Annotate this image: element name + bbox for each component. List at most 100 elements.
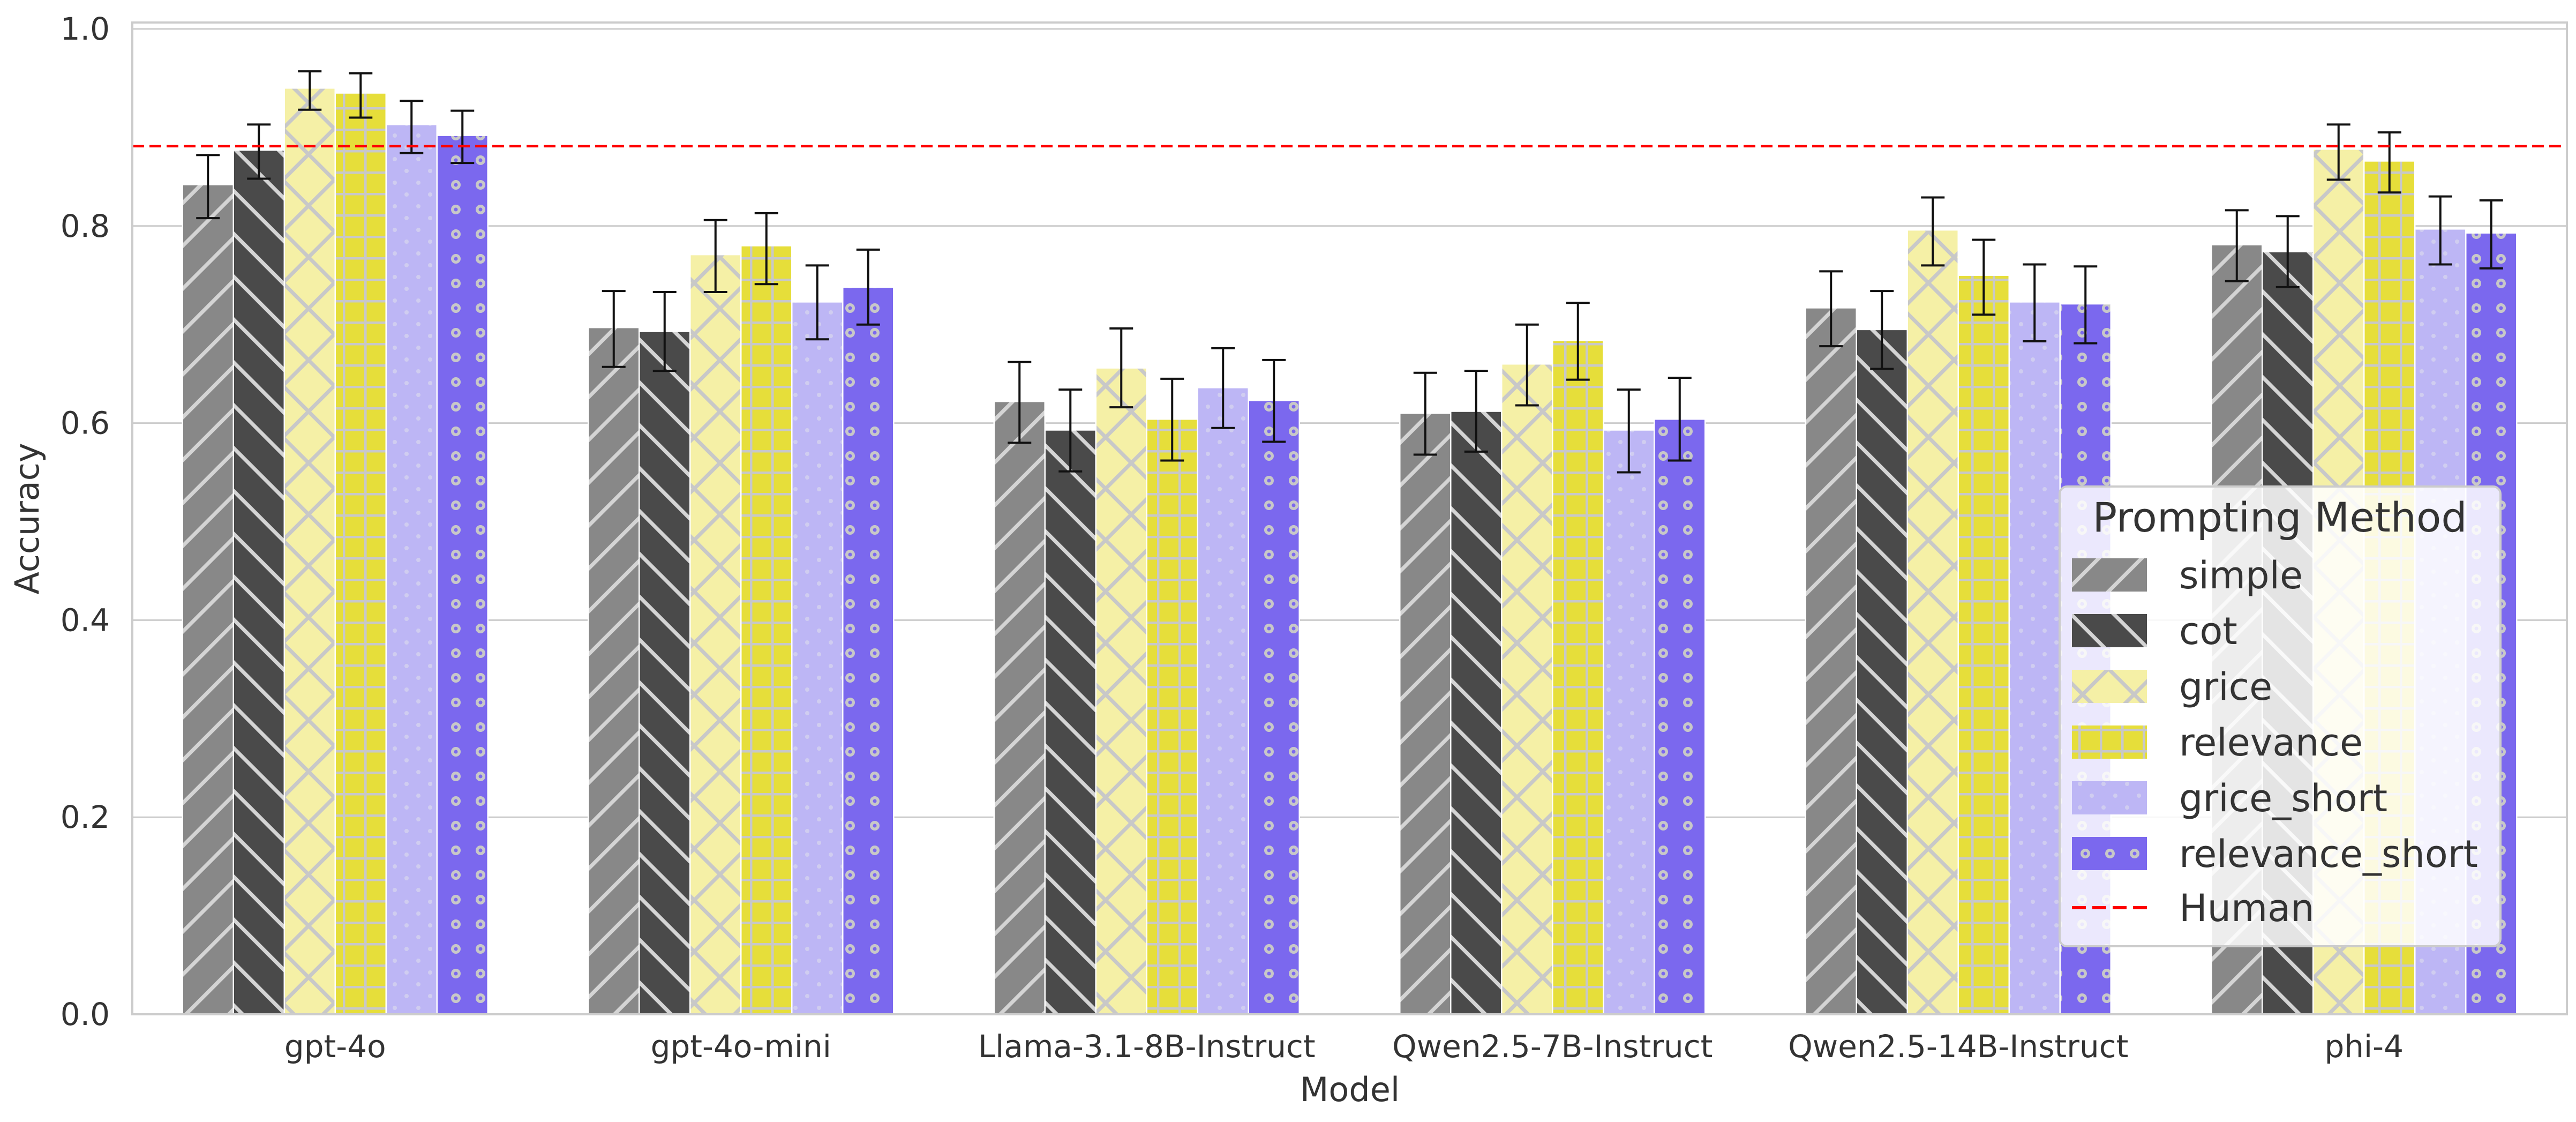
bar-grice-llama-3-1-8b-instruct bbox=[1095, 367, 1147, 1015]
errorbar-cot-gpt-4o bbox=[247, 123, 271, 180]
x-tick-label: gpt-4o-mini bbox=[651, 1028, 831, 1065]
legend-swatch-hatch bbox=[2072, 781, 2147, 814]
bar-hatch bbox=[1907, 230, 1958, 1014]
errorbar-relevance-short-gpt-4o-mini bbox=[856, 248, 880, 326]
legend-item-grice-short: grice_short bbox=[2072, 776, 2387, 820]
errorbar-simple-gpt-4o bbox=[196, 154, 220, 220]
errorbar-relevance-short-qwen2-5-14b-instruct bbox=[2074, 265, 2098, 345]
errorbar-grice-short-qwen2-5-14b-instruct bbox=[2023, 263, 2047, 342]
bars bbox=[182, 87, 2518, 1015]
legend-label: grice bbox=[2179, 665, 2272, 709]
bar-hatch bbox=[639, 331, 690, 1014]
errorbar-grice-gpt-4o-mini bbox=[703, 219, 727, 294]
bar-grice-qwen2-5-7b-instruct bbox=[1501, 363, 1553, 1015]
legend-item-human: Human bbox=[2072, 886, 2314, 930]
errorbar-simple-phi-4 bbox=[2225, 209, 2249, 282]
legend-label: cot bbox=[2179, 609, 2237, 653]
bar-grice-short-llama-3-1-8b-instruct bbox=[1197, 387, 1249, 1015]
bar-hatch bbox=[1146, 419, 1198, 1014]
errorbar-simple-qwen2-5-7b-instruct bbox=[1413, 371, 1437, 456]
legend-item-cot: cot bbox=[2072, 609, 2237, 653]
bar-grice-qwen2-5-14b-instruct bbox=[1906, 229, 1959, 1015]
errorbar-simple-llama-3-1-8b-instruct bbox=[1008, 361, 1032, 444]
bar-cot-qwen2-5-7b-instruct bbox=[1450, 410, 1503, 1015]
bar-hatch bbox=[1451, 411, 1502, 1014]
bar-relevance-qwen2-5-14b-instruct bbox=[1957, 274, 2010, 1015]
legend-label: simple bbox=[2179, 553, 2303, 597]
bar-cot-gpt-4o bbox=[232, 149, 285, 1015]
x-tick-label: Qwen2.5-14B-Instruct bbox=[1788, 1028, 2128, 1065]
legend-title: Prompting Method bbox=[2092, 493, 2467, 541]
errorbar-simple-gpt-4o-mini bbox=[602, 290, 626, 368]
bar-hatch bbox=[1654, 419, 1706, 1014]
errorbar-relevance-gpt-4o-mini bbox=[754, 212, 778, 286]
legend-swatch-hatch bbox=[2072, 670, 2147, 703]
bar-grice-short-qwen2-5-7b-instruct bbox=[1603, 429, 1655, 1015]
legend-swatch-hatch bbox=[2072, 614, 2147, 647]
bar-relevance-llama-3-1-8b-instruct bbox=[1146, 418, 1198, 1015]
errorbar-grice-short-gpt-4o-mini bbox=[805, 264, 829, 341]
legend-label: grice_short bbox=[2179, 776, 2387, 820]
bar-cot-llama-3-1-8b-instruct bbox=[1044, 429, 1097, 1015]
errorbar-grice-phi-4 bbox=[2326, 123, 2350, 181]
y-axis-title: Accuracy bbox=[7, 443, 47, 594]
bar-hatch bbox=[182, 184, 234, 1014]
errorbar-relevance-short-llama-3-1-8b-instruct bbox=[1262, 358, 1286, 443]
bar-simple-qwen2-5-14b-instruct bbox=[1805, 307, 1857, 1015]
legend-swatch-hatch bbox=[2072, 837, 2147, 870]
errorbar-grice-gpt-4o bbox=[298, 70, 322, 111]
bar-grice-short-gpt-4o bbox=[385, 124, 438, 1015]
errorbar-relevance-phi-4 bbox=[2377, 131, 2401, 194]
errorbar-cot-qwen2-5-14b-instruct bbox=[1870, 290, 1894, 370]
bar-hatch bbox=[1552, 340, 1604, 1014]
bar-relevance-gpt-4o-mini bbox=[740, 245, 793, 1015]
bar-hatch bbox=[1958, 275, 2009, 1014]
bar-grice-gpt-4o-mini bbox=[689, 253, 742, 1015]
legend-item-relevance: relevance bbox=[2072, 721, 2363, 765]
bar-hatch bbox=[690, 255, 741, 1015]
bar-hatch bbox=[437, 135, 488, 1014]
bar-hatch bbox=[1400, 413, 1451, 1015]
bar-hatch bbox=[1095, 368, 1147, 1015]
errorbar-relevance-qwen2-5-14b-instruct bbox=[1972, 238, 1996, 316]
bar-cot-gpt-4o-mini bbox=[639, 331, 691, 1015]
bar-hatch bbox=[1501, 364, 1553, 1014]
x-tick-label: Qwen2.5-7B-Instruct bbox=[1392, 1028, 1713, 1065]
bar-hatch bbox=[2009, 302, 2060, 1014]
bar-hatch bbox=[1603, 430, 1655, 1014]
errorbar-grice-qwen2-5-14b-instruct bbox=[1921, 196, 1945, 267]
error-bars bbox=[196, 70, 2503, 474]
x-tick-labels: gpt-4o gpt-4o-mini Llama-3.1-8B-Instruct Qw… bbox=[284, 1028, 2404, 1065]
bar-grice-short-gpt-4o-mini bbox=[791, 301, 844, 1015]
errorbar-grice-short-qwen2-5-7b-instruct bbox=[1617, 388, 1641, 474]
legend-item-simple: simple bbox=[2072, 553, 2303, 597]
bar-hatch bbox=[1805, 308, 1857, 1014]
errorbar-relevance-qwen2-5-7b-instruct bbox=[1566, 302, 1590, 381]
bar-hatch bbox=[1197, 387, 1249, 1014]
y-tick-label: 0.0 bbox=[61, 996, 110, 1033]
bar-relevance-short-gpt-4o bbox=[436, 134, 489, 1015]
legend-swatch-hatch bbox=[2072, 725, 2147, 759]
bar-hatch bbox=[1045, 430, 1096, 1014]
bar-hatch bbox=[386, 124, 437, 1014]
errorbar-grice-short-gpt-4o bbox=[400, 100, 424, 154]
errorbar-relevance-gpt-4o bbox=[349, 72, 373, 119]
legend: Prompting Method simple cot grice relevance… bbox=[2059, 485, 2502, 947]
bar-simple-llama-3-1-8b-instruct bbox=[993, 400, 1046, 1015]
errorbar-simple-qwen2-5-14b-instruct bbox=[1819, 270, 1843, 348]
bar-hatch bbox=[588, 327, 640, 1014]
legend-label: Human bbox=[2179, 886, 2314, 930]
bar-simple-gpt-4o-mini bbox=[588, 326, 640, 1015]
bar-hatch bbox=[335, 93, 386, 1014]
bar-hatch bbox=[233, 150, 284, 1014]
legend-item-grice: grice bbox=[2072, 665, 2272, 709]
bar-hatch bbox=[1248, 400, 1300, 1014]
x-tick-label: phi-4 bbox=[2324, 1028, 2404, 1065]
x-axis-title: Model bbox=[1300, 1070, 1400, 1109]
legend-label: relevance bbox=[2179, 721, 2363, 765]
legend-label: relevance_short bbox=[2179, 832, 2478, 876]
bar-hatch bbox=[994, 401, 1045, 1014]
y-tick-label: 0.6 bbox=[61, 405, 110, 442]
bar-simple-qwen2-5-7b-instruct bbox=[1399, 412, 1452, 1015]
y-tick-labels: 0.0 0.2 0.4 0.6 0.8 1.0 bbox=[61, 11, 110, 1033]
